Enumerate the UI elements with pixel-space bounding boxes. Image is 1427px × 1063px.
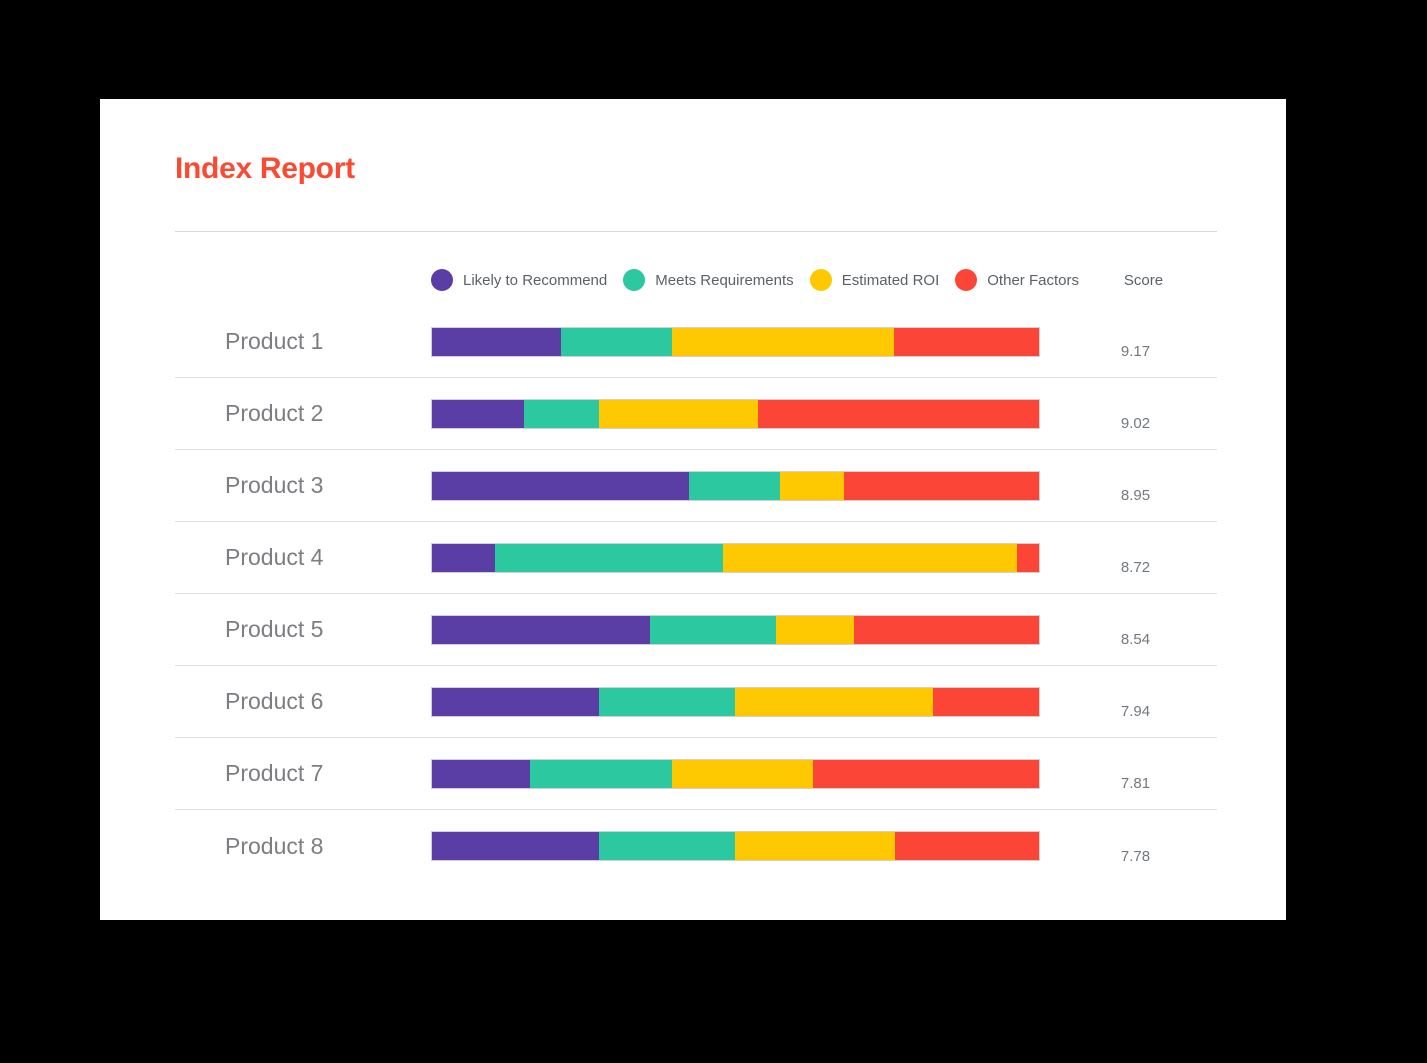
bar-segment-estimated-roi [672, 759, 814, 788]
bar-segment-meets-requirements [598, 687, 736, 716]
stacked-bar [431, 831, 1040, 861]
bar-segment-likely-to-recommend [432, 615, 650, 644]
estimated-roi-dot-icon [809, 269, 832, 291]
bar-segment-meets-requirements [495, 543, 724, 572]
legend: Likely to Recommend Meets Requirements E… [431, 269, 1079, 291]
legend-item-label: Estimated ROI [841, 271, 940, 289]
bar-segment-other-factors [933, 687, 1039, 716]
table-row: Product 4 8.72 [175, 522, 1217, 594]
table-row: Product 1 9.17 [175, 306, 1217, 378]
bar-segment-meets-requirements [560, 327, 673, 356]
report-card: Index Report Likely to Recommend Meets R… [100, 99, 1286, 920]
score-value: 7.78 [1120, 847, 1151, 865]
bar-segment-other-factors [893, 327, 1039, 356]
page-title: Index Report [175, 152, 355, 185]
product-label: Product 3 [225, 472, 324, 498]
bar-segment-other-factors [1016, 543, 1039, 572]
legend-item-label: Likely to Recommend [463, 271, 608, 289]
bar-segment-estimated-roi [735, 832, 895, 860]
bar-segment-other-factors [853, 615, 1039, 644]
bar-segment-likely-to-recommend [432, 832, 599, 860]
bar-segment-other-factors [843, 471, 1039, 500]
bar-segment-meets-requirements [529, 759, 673, 788]
product-label: Product 2 [225, 400, 324, 426]
product-label: Product 7 [225, 760, 324, 786]
stacked-bar [431, 686, 1040, 717]
meets-requirements-dot-icon [623, 269, 646, 291]
bar-segment-likely-to-recommend [432, 327, 561, 356]
score-value: 8.54 [1120, 631, 1151, 648]
bar-segment-meets-requirements [688, 471, 781, 500]
score-value: 8.72 [1120, 559, 1151, 576]
bar-segment-estimated-roi [723, 543, 1017, 572]
bar-segment-meets-requirements [598, 832, 736, 860]
product-label: Product 1 [225, 328, 324, 354]
bar-segment-likely-to-recommend [432, 471, 689, 500]
table-row: Product 8 7.78 [175, 810, 1217, 882]
bar-segment-likely-to-recommend [432, 399, 524, 428]
stacked-bar [431, 614, 1040, 645]
score-value: 9.17 [1120, 343, 1151, 360]
stacked-bar [431, 470, 1040, 501]
bar-segment-estimated-roi [735, 687, 934, 716]
stacked-bar [431, 326, 1040, 357]
legend-item-other-factors: Other Factors [955, 269, 1079, 291]
legend-item-meets-requirements: Meets Requirements [623, 269, 794, 291]
stacked-bar [431, 398, 1040, 429]
legend-item-estimated-roi: Estimated ROI [809, 269, 940, 291]
bar-segment-likely-to-recommend [432, 543, 496, 572]
other-factors-dot-icon [955, 269, 978, 291]
product-label: Product 8 [225, 832, 324, 859]
legend-item-likely-to-recommend: Likely to Recommend [431, 269, 607, 291]
score-value: 9.02 [1120, 415, 1151, 432]
bar-segment-estimated-roi [598, 399, 758, 428]
table-row: Product 5 8.54 [175, 594, 1217, 666]
product-label: Product 4 [225, 544, 324, 570]
score-value: 7.81 [1120, 775, 1151, 792]
header-divider [175, 231, 1217, 232]
score-value: 8.95 [1120, 487, 1151, 504]
product-label: Product 5 [225, 616, 324, 642]
stacked-bar [431, 542, 1040, 573]
legend-row: Likely to Recommend Meets Requirements E… [175, 240, 1217, 306]
legend-item-label: Other Factors [987, 271, 1079, 289]
bar-segment-meets-requirements [523, 399, 599, 428]
table-row: Product 7 7.81 [175, 738, 1217, 810]
bar-segment-other-factors [813, 759, 1039, 788]
bar-segment-estimated-roi [672, 327, 894, 356]
likely-to-recommend-dot-icon [431, 269, 453, 291]
score-value: 7.94 [1120, 703, 1151, 720]
bar-segment-other-factors [757, 399, 1039, 428]
bar-segment-likely-to-recommend [432, 687, 599, 716]
table-row: Product 2 9.02 [175, 378, 1217, 450]
legend-item-label: Meets Requirements [655, 271, 794, 289]
table-row: Product 6 7.94 [175, 666, 1217, 738]
bar-segment-estimated-roi [776, 615, 854, 644]
bar-segment-likely-to-recommend [432, 759, 530, 788]
bar-segment-estimated-roi [780, 471, 844, 500]
bar-segment-other-factors [894, 832, 1039, 860]
product-label: Product 6 [225, 688, 324, 714]
stacked-bar [431, 758, 1040, 789]
score-column-header: Score [1123, 271, 1164, 289]
bar-segment-meets-requirements [649, 615, 777, 644]
table-row: Product 3 8.95 [175, 450, 1217, 522]
